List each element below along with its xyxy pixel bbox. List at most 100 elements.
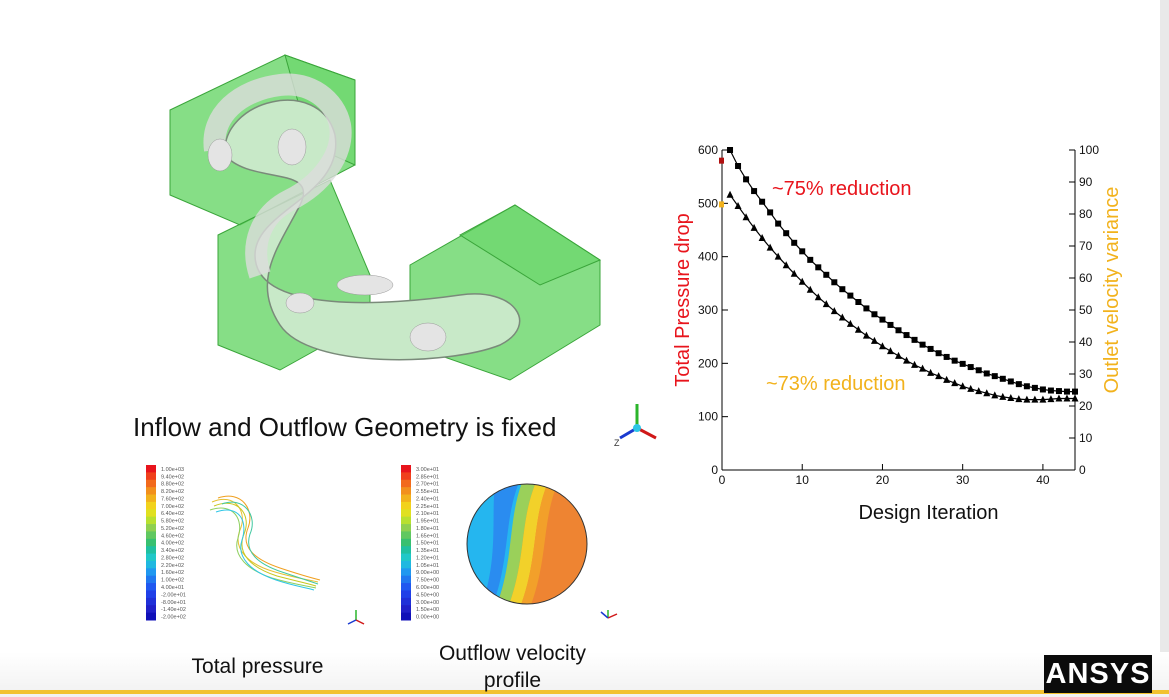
legend-label: 6.40e+02: [161, 511, 184, 517]
square-marker: [1063, 388, 1070, 395]
y2-tick-label: 40: [1079, 335, 1093, 349]
square-marker: [991, 373, 998, 380]
square-marker: [887, 321, 894, 328]
triangle-marker: [967, 384, 975, 392]
square-marker: [983, 370, 990, 377]
legend-label: 3.00e+00: [416, 600, 439, 606]
legend-label: 4.00e+01: [161, 585, 184, 591]
square-marker: [1055, 388, 1062, 395]
square-marker: [791, 239, 798, 246]
y-tick-label: 100: [698, 410, 718, 424]
legend-swatch: [146, 516, 156, 525]
velocity-color-legend: 3.00e+012.85e+01 2.70e+012.55e+012.40e+01…: [401, 465, 439, 621]
legend-label: 7.50e+00: [416, 578, 439, 584]
triangle-marker: [878, 342, 886, 350]
y2-tick-label: 100: [1079, 143, 1099, 157]
legend-swatch: [146, 487, 156, 496]
square-marker: [895, 327, 902, 334]
legend-label: 0.00e+00: [416, 615, 439, 621]
square-marker: [767, 209, 774, 216]
duct-highlight: [203, 73, 352, 279]
legend-swatch: [401, 494, 411, 503]
triangle-marker: [1047, 395, 1055, 403]
triangle-marker: [903, 356, 911, 364]
small-axis-triad-icon: [347, 610, 365, 625]
square-marker: [799, 248, 806, 255]
legend-label: 1.95e+01: [416, 519, 439, 525]
square-marker: [759, 198, 766, 205]
start-value-marker: [719, 157, 724, 164]
legend-swatch: [146, 546, 156, 555]
small-axis-triad-icon: [600, 610, 618, 619]
legend-label: 3.00e+01: [416, 467, 439, 473]
y-axis-title: Total Pressure drop: [672, 213, 694, 386]
surface-patch: [409, 322, 447, 352]
axis-triad-icon: Z: [614, 404, 657, 448]
legend-label: 4.50e+00: [416, 592, 439, 598]
triangle-marker: [991, 391, 999, 399]
pressure-streamlines: [209, 495, 321, 591]
triangle-marker: [862, 331, 870, 339]
legend-swatch: [401, 465, 411, 473]
triangle-marker: [766, 243, 774, 251]
y-tick-label: 200: [698, 356, 718, 370]
legend-swatch: [401, 546, 411, 555]
x-tick-label: 30: [956, 473, 970, 487]
square-marker: [943, 353, 950, 360]
legend-swatch: [146, 553, 156, 562]
legend-label: -1.40e+02: [161, 607, 186, 613]
y2-tick-label: 10: [1079, 431, 1093, 445]
design-iteration-chart: 0100200300400500600010203040506070809010…: [672, 143, 1123, 524]
square-marker: [951, 357, 958, 364]
legend-swatch: [146, 568, 156, 577]
legend-label: 8.80e+02: [161, 482, 184, 488]
legend-label: 5.20e+02: [161, 526, 184, 532]
legend-swatch: [146, 465, 156, 473]
velocity-profile-disc: [467, 484, 587, 604]
square-marker: [1031, 384, 1038, 391]
y2-tick-label: 30: [1079, 367, 1093, 381]
triangle-marker: [975, 387, 983, 395]
surface-patch: [336, 274, 394, 296]
square-marker: [847, 292, 854, 299]
triangle-marker: [750, 223, 758, 231]
triangle-marker: [959, 382, 967, 390]
square-marker: [743, 176, 750, 183]
slide-footer-band: [0, 652, 1169, 697]
y-tick-label: 300: [698, 303, 718, 317]
square-marker: [1047, 387, 1054, 394]
legend-swatch: [401, 501, 411, 510]
legend-swatch: [401, 612, 411, 621]
legend-label: 2.40e+01: [416, 496, 439, 502]
square-marker: [935, 350, 942, 357]
x-tick-label: 20: [876, 473, 890, 487]
legend-swatch: [146, 501, 156, 510]
triangle-marker: [838, 313, 846, 321]
outflow-caption-line2: profile: [483, 669, 542, 692]
triangle-marker: [943, 375, 951, 383]
legend-swatch: [401, 538, 411, 547]
square-marker: [783, 230, 790, 237]
legend-swatch: [401, 531, 411, 540]
annotation-pressure-reduction: ~75% reduction: [772, 178, 912, 200]
legend-swatch: [146, 479, 156, 488]
triangle-marker: [999, 392, 1007, 400]
square-marker: [903, 332, 910, 339]
triangle-marker: [1015, 395, 1023, 403]
legend-label: 1.50e+00: [416, 607, 439, 613]
legend-swatch: [401, 583, 411, 591]
legend-label: 2.70e+01: [416, 482, 439, 488]
square-marker: [815, 264, 822, 271]
y2-tick-label: 90: [1079, 175, 1093, 189]
triangle-marker: [1007, 394, 1015, 401]
square-marker: [967, 364, 974, 371]
triangle-marker: [886, 347, 894, 355]
legend-swatch: [146, 472, 156, 481]
triangle-marker: [814, 293, 822, 301]
legend-swatch: [146, 509, 156, 518]
legend-swatch: [401, 524, 411, 532]
square-marker: [1072, 388, 1078, 395]
legend-label: 2.20e+02: [161, 563, 184, 569]
legend-swatch: [401, 516, 411, 525]
start-value-marker: [719, 201, 724, 208]
